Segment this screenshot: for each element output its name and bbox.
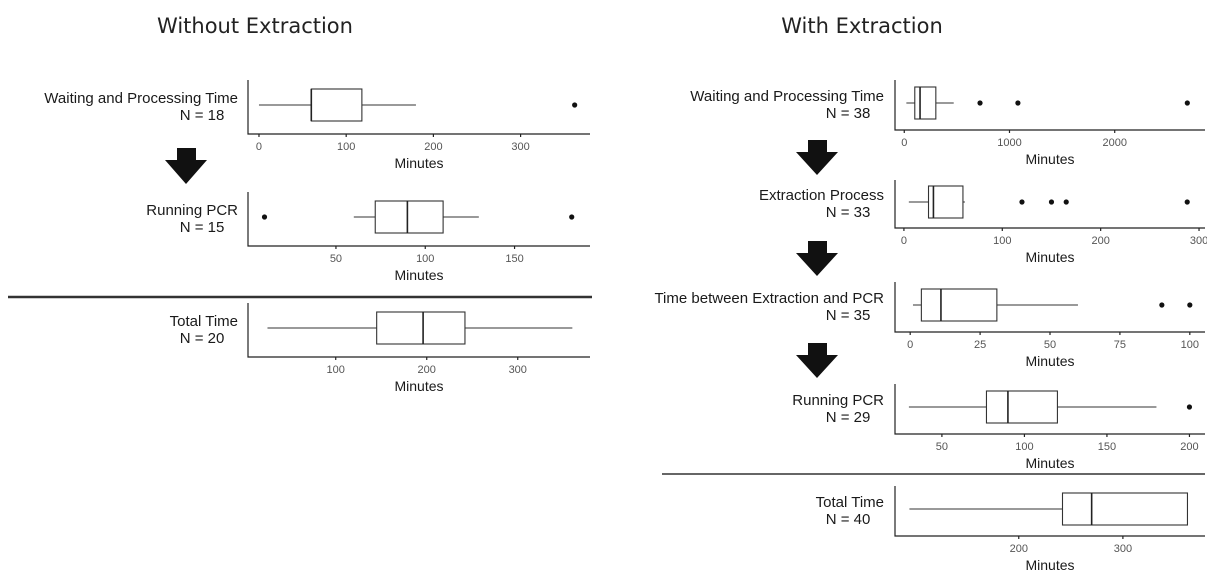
iqr-box xyxy=(310,88,363,122)
panel-title-with-extraction: With Extraction xyxy=(781,14,943,38)
x-axis-label: Minutes xyxy=(394,378,443,394)
tick-label: 300 xyxy=(511,141,529,153)
x-axis-label: Minutes xyxy=(1025,455,1074,471)
n-label: N = 29 xyxy=(826,409,871,426)
iqr-box xyxy=(374,200,444,234)
x-axis-label: Minutes xyxy=(394,155,443,171)
x-axis-label: Minutes xyxy=(1025,151,1074,167)
tick-label: 300 xyxy=(1114,543,1132,555)
n-label: N = 33 xyxy=(826,204,871,221)
outlier-point xyxy=(1015,100,1021,106)
tick-label: 300 xyxy=(1190,235,1207,247)
arrow-down-icon xyxy=(796,140,838,175)
row-label: Waiting and Processing Time xyxy=(44,90,238,107)
axis-line xyxy=(894,384,1205,435)
tick-label: 75 xyxy=(1114,339,1126,351)
n-label: N = 35 xyxy=(826,307,871,324)
outlier-point xyxy=(569,214,575,220)
axis-line xyxy=(894,486,1205,537)
outlier-point xyxy=(1187,302,1193,308)
row-label: Time between Extraction and PCR xyxy=(654,290,884,307)
tick-label: 0 xyxy=(907,339,913,351)
axis-line xyxy=(247,303,590,358)
tick-label: 1000 xyxy=(997,137,1021,149)
outlier-point xyxy=(1159,302,1165,308)
tick-label: 200 xyxy=(1091,235,1109,247)
axis-line xyxy=(894,282,1205,333)
outlier-point xyxy=(1019,199,1025,205)
tick-label: 100 xyxy=(1015,441,1033,453)
x-axis-label: Minutes xyxy=(1025,249,1074,265)
axis-line xyxy=(247,80,590,135)
tick-label: 50 xyxy=(936,441,948,453)
row-label: Total Time xyxy=(816,494,884,511)
row-label: Running PCR xyxy=(792,392,884,409)
iqr-box xyxy=(985,390,1058,424)
outlier-point xyxy=(1184,100,1190,106)
outlier-point xyxy=(1063,199,1069,205)
row-label: Running PCR xyxy=(146,202,238,219)
tick-label: 100 xyxy=(337,141,355,153)
n-label: N = 18 xyxy=(180,107,225,124)
outlier-point xyxy=(261,214,268,220)
tick-label: 150 xyxy=(1098,441,1116,453)
tick-label: 100 xyxy=(327,364,345,376)
x-axis-label: Minutes xyxy=(394,267,443,283)
x-axis-label: Minutes xyxy=(1025,353,1074,369)
tick-label: 200 xyxy=(418,364,436,376)
axis-line xyxy=(894,80,1205,131)
outlier-point xyxy=(977,100,983,106)
iqr-box xyxy=(927,185,964,219)
axis-line xyxy=(894,180,1205,229)
tick-label: 200 xyxy=(1180,441,1198,453)
iqr-box xyxy=(914,86,937,120)
x-axis-label: Minutes xyxy=(1025,557,1074,571)
tick-label: 200 xyxy=(1010,543,1028,555)
tick-label: 100 xyxy=(416,253,434,265)
n-label: N = 38 xyxy=(826,105,871,122)
outlier-point xyxy=(1184,199,1190,205)
tick-label: 2000 xyxy=(1102,137,1126,149)
arrow-down-icon xyxy=(796,241,838,276)
tick-label: 0 xyxy=(901,235,907,247)
tick-label: 300 xyxy=(509,364,527,376)
tick-label: 50 xyxy=(330,253,342,265)
iqr-box xyxy=(1061,492,1189,526)
tick-label: 50 xyxy=(1044,339,1056,351)
n-label: N = 15 xyxy=(180,219,225,236)
tick-label: 150 xyxy=(505,253,523,265)
n-label: N = 20 xyxy=(180,330,225,347)
tick-label: 25 xyxy=(974,339,986,351)
tick-label: 0 xyxy=(256,141,262,153)
tick-label: 200 xyxy=(424,141,442,153)
row-label: Waiting and Processing Time xyxy=(690,88,884,105)
iqr-box xyxy=(376,311,466,345)
iqr-box xyxy=(920,288,998,322)
arrow-down-icon xyxy=(796,343,838,378)
row-label: Extraction Process xyxy=(759,187,884,204)
tick-label: 100 xyxy=(1181,339,1199,351)
outlier-point xyxy=(1186,404,1193,410)
n-label: N = 40 xyxy=(826,511,871,528)
tick-label: 100 xyxy=(993,235,1011,247)
arrow-down-icon xyxy=(165,148,207,184)
outlier-point xyxy=(1048,199,1055,205)
tick-label: 0 xyxy=(901,137,907,149)
outlier-point xyxy=(572,102,578,108)
panel-title-without-extraction: Without Extraction xyxy=(157,14,353,38)
row-label: Total Time xyxy=(170,313,238,330)
axis-line xyxy=(247,192,590,247)
